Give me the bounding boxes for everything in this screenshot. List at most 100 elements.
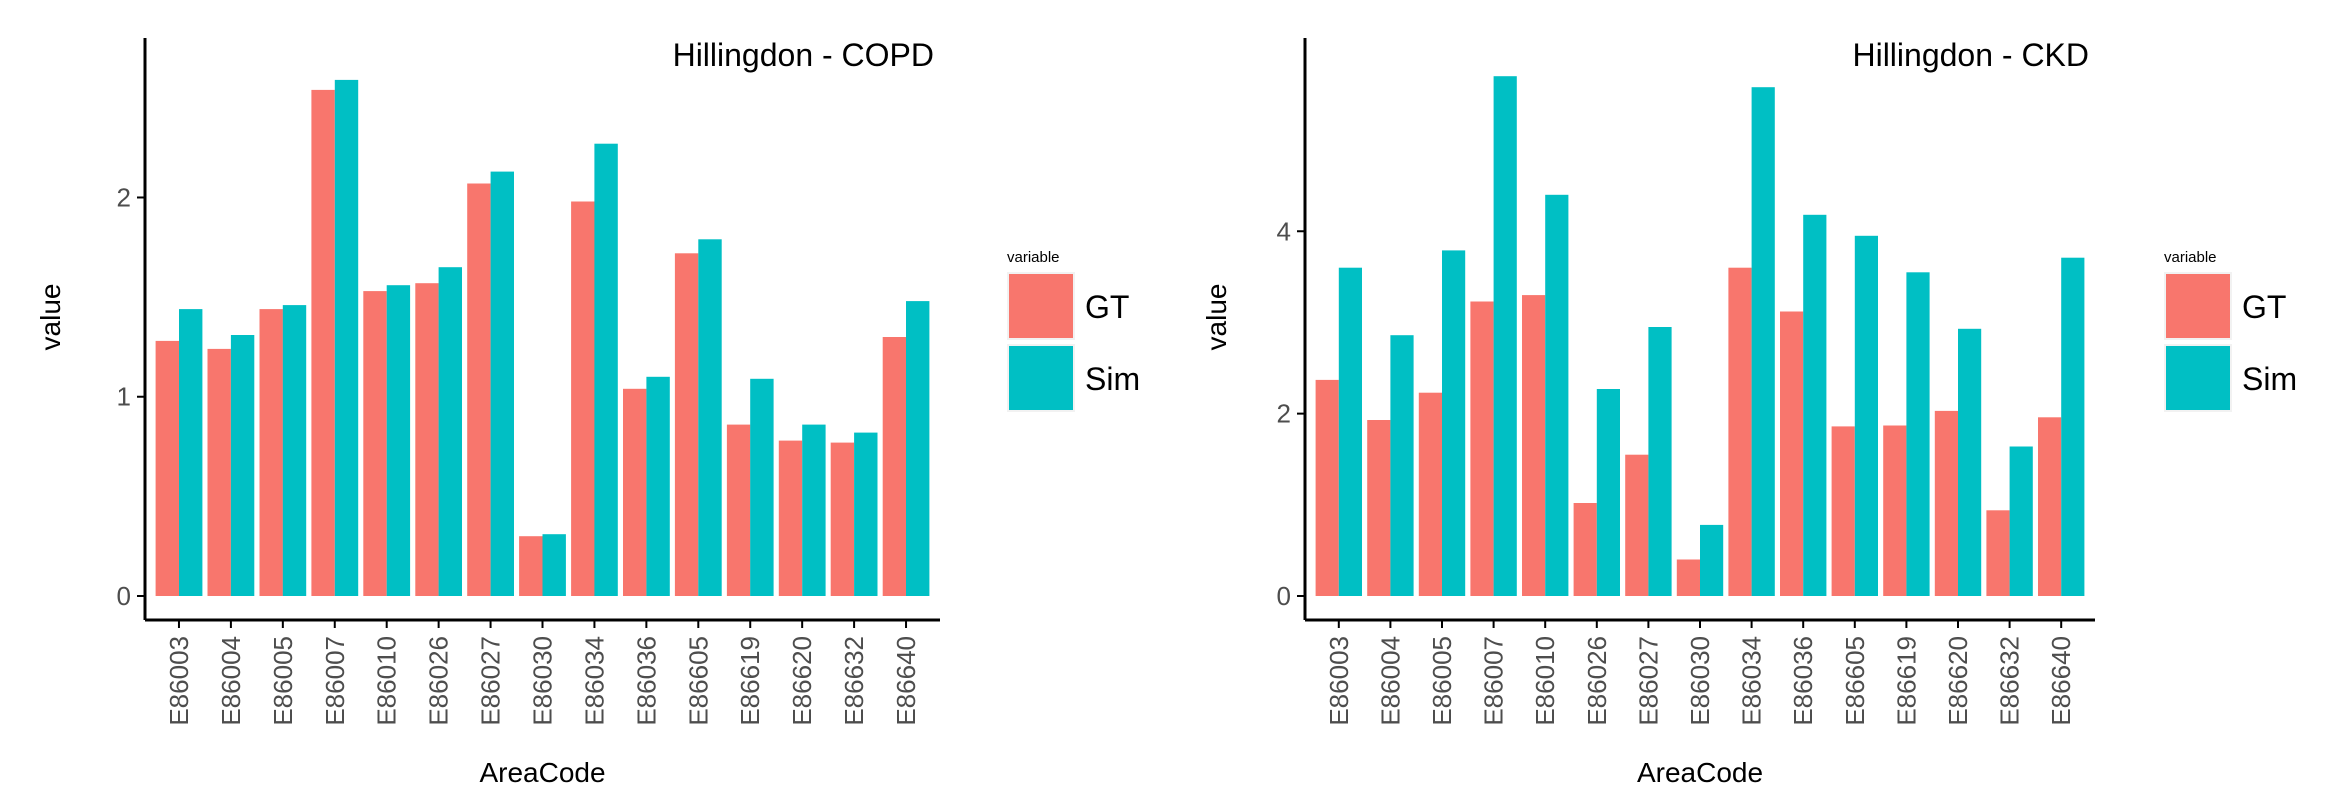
bar-sim-e86007: [334, 79, 359, 596]
x-tick-label: E86005: [268, 636, 298, 726]
bar-gt-e86034: [1728, 267, 1752, 596]
legend-swatch-gt: [2166, 274, 2230, 338]
bar-gt-e86004: [207, 348, 231, 596]
x-tick-label: E86007: [320, 636, 350, 726]
bar-sim-e86030: [542, 534, 566, 596]
x-tick-label: E86605: [683, 636, 713, 726]
bar-gt-e86605: [1831, 426, 1855, 596]
x-tick-label: E86036: [1788, 636, 1818, 726]
bar-sim-e86036: [1803, 214, 1827, 597]
bar-gt-e86620: [778, 440, 803, 596]
bar-gt-e86619: [1883, 425, 1907, 596]
bar-sim-e86026: [438, 267, 462, 596]
bar-gt-e86007: [1470, 301, 1494, 596]
bar-sim-e86640: [906, 301, 930, 596]
x-tick-label: E86620: [1943, 636, 1973, 726]
bar-sim-e86030: [1700, 524, 1724, 596]
bar-sim-e86619: [750, 378, 774, 596]
legend-label-gt: GT: [1085, 289, 1129, 325]
bar-sim-e86605: [698, 239, 722, 597]
bar-gt-e86605: [674, 253, 699, 597]
legend-swatch-gt: [1009, 274, 1073, 338]
x-tick-label: E86027: [1633, 636, 1663, 726]
bar-gt-e86005: [1418, 392, 1442, 596]
legend-label-sim: Sim: [2242, 361, 2297, 397]
x-tick-label: E86640: [891, 636, 921, 726]
x-tick-label: E86620: [787, 636, 817, 726]
x-tick-label: E86027: [476, 636, 506, 726]
chart-title: Hillingdon - CKD: [1852, 37, 2089, 73]
y-tick-label: 0: [117, 581, 131, 611]
x-tick-label: E86010: [372, 636, 402, 726]
x-tick-label: E86632: [1995, 636, 2025, 726]
x-tick-label: E86003: [1324, 636, 1354, 726]
bar-gt-e86034: [571, 201, 595, 596]
x-tick-label: E86007: [1479, 636, 1509, 726]
bar-gt-e86005: [259, 309, 283, 596]
bar-sim-e86640: [2061, 257, 2085, 596]
bar-sim-e86619: [1906, 272, 1930, 596]
x-tick-label: E86034: [579, 636, 609, 726]
bar-gt-e86027: [467, 183, 491, 596]
bar-gt-e86003: [155, 340, 179, 596]
x-tick-label: E86005: [1427, 636, 1457, 726]
bar-gt-e86036: [1780, 311, 1804, 596]
legend-label-sim: Sim: [1085, 361, 1140, 397]
bar-sim-e86004: [230, 335, 255, 596]
bar-gt-e86026: [1573, 503, 1597, 596]
bar-gt-e86632: [830, 442, 855, 596]
x-tick-label: E86010: [1530, 636, 1560, 726]
bar-sim-e86620: [802, 424, 826, 596]
y-axis-title: value: [35, 284, 66, 351]
x-tick-label: E86619: [735, 636, 765, 726]
bar-gt-e86036: [623, 388, 647, 596]
bar-gt-e86004: [1367, 420, 1391, 596]
bar-sim-e86004: [1390, 335, 1414, 596]
x-tick-label: E86026: [1582, 636, 1612, 726]
bar-gt-e86030: [519, 536, 543, 596]
x-tick-label: E86034: [1737, 636, 1767, 726]
x-tick-label: E86030: [528, 636, 558, 726]
bar-sim-e86036: [646, 376, 670, 596]
bar-gt-e86640: [882, 337, 907, 596]
bar-sim-e86632: [854, 432, 878, 596]
legend-swatch-sim: [2166, 346, 2230, 410]
chart-title: Hillingdon - COPD: [673, 37, 934, 73]
bar-gt-e86003: [1315, 379, 1339, 596]
bar-gt-e86632: [1986, 510, 2010, 596]
legend: variable GT Sim: [1007, 249, 1140, 412]
x-tick-label: E86036: [631, 636, 661, 726]
bar-sim-e86620: [1958, 328, 1982, 596]
x-tick-label: E86030: [1685, 636, 1715, 726]
bar-sim-e86026: [1596, 389, 1620, 596]
bar-sim-e86034: [1751, 87, 1775, 596]
y-tick-label: 1: [117, 382, 131, 412]
x-axis-title: AreaCode: [1637, 757, 1763, 788]
bar-gt-e86010: [1522, 295, 1546, 596]
y-tick-label: 2: [1277, 399, 1291, 429]
bar-gt-e86620: [1934, 410, 1958, 596]
bar-sim-e86027: [490, 171, 514, 596]
y-tick-label: 2: [117, 182, 131, 212]
x-tick-label: E86605: [1840, 636, 1870, 726]
y-axis-title: value: [1201, 284, 1232, 351]
bar-sim-e86034: [594, 143, 618, 596]
bar-sim-e86005: [1442, 250, 1466, 596]
chart-panel-2: 0 2 4 E86003 E86004 E86005 E86007 E86010 E86026 E…: [1201, 37, 2297, 788]
x-tick-label: E86004: [216, 636, 246, 726]
bar-gt-e86030: [1676, 559, 1700, 596]
x-axis-title: AreaCode: [479, 757, 605, 788]
x-tick-label: E86003: [164, 636, 194, 726]
bar-sim-e86010: [386, 285, 411, 596]
x-tick-label: E86004: [1375, 636, 1405, 726]
bar-sim-e86027: [1648, 327, 1672, 596]
x-tick-label: E86026: [424, 636, 454, 726]
x-tick-label: E86632: [839, 636, 869, 726]
bar-gt-e86007: [311, 89, 335, 597]
bar-sim-e86005: [282, 305, 307, 596]
chart-panel-1: 0 1 2 E86003 E86004 E86005 E86007 E86010 E86026 E…: [35, 37, 1140, 788]
x-tick-label: E86640: [2046, 636, 2076, 726]
bar-gt-e86640: [2038, 417, 2062, 596]
